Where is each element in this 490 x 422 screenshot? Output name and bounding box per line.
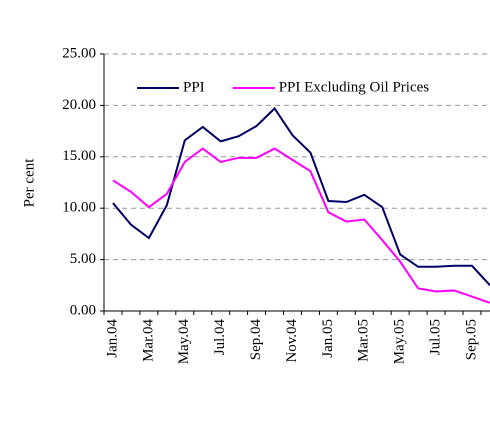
y-axis-label: Per cent	[21, 158, 37, 208]
x-tick-label: Mar.05	[356, 319, 372, 362]
legend-label: PPI Excluding Oil Prices	[279, 79, 430, 95]
series-line	[112, 106, 490, 286]
x-tick-label: Jan.05	[320, 319, 336, 358]
x-tick-label: Jan.04	[104, 319, 120, 358]
x-tick-label: Sep.04	[248, 319, 264, 361]
x-tick-label: Nov.04	[284, 319, 300, 363]
y-tick-label: 10.00	[62, 200, 96, 216]
y-tick-label: 25.00	[62, 45, 96, 61]
y-tick-label: 20.00	[62, 97, 96, 113]
x-tick-label: Sep.05	[463, 319, 479, 360]
x-tick-label: Mar.04	[140, 319, 156, 362]
x-tick-label: May.05	[392, 319, 408, 364]
x-tick-label: Jul.04	[212, 319, 228, 356]
x-tick-label: May.04	[176, 319, 192, 365]
series-line	[112, 147, 490, 304]
x-tick-label: Jul.05	[428, 319, 444, 355]
legend-label: PPI	[183, 79, 205, 95]
y-tick-label: 15.00	[62, 148, 96, 164]
y-tick-label: 5.00	[70, 251, 96, 267]
y-tick-label: 0.00	[70, 302, 96, 318]
